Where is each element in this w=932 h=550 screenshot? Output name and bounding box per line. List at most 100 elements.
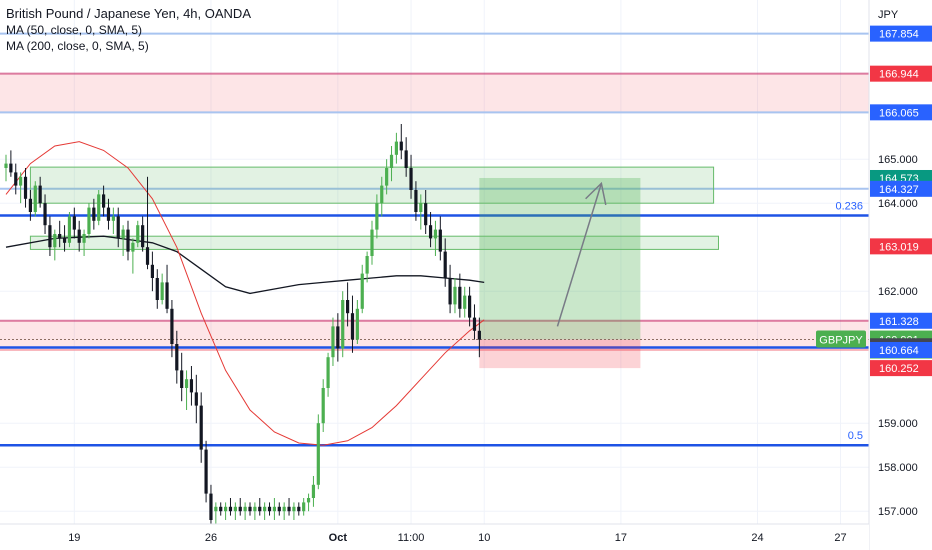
- candle-body: [233, 506, 237, 512]
- price-tag-label: 164.327: [879, 184, 919, 196]
- time-tick-label: 10: [478, 532, 490, 544]
- candle-body: [87, 207, 91, 234]
- candle-body: [443, 251, 447, 278]
- candle-body: [175, 344, 179, 371]
- price-tag: [870, 104, 932, 121]
- candle-body: [277, 506, 281, 512]
- candle-body: [214, 506, 218, 512]
- candle-body: [204, 449, 208, 494]
- candle-body: [189, 379, 194, 393]
- candle-body: [228, 506, 233, 512]
- price-tick-label: 158.000: [878, 462, 918, 474]
- time-tick-label: 27: [834, 532, 846, 544]
- candle-body: [248, 506, 252, 512]
- candle-body: [267, 506, 272, 512]
- candle-body: [399, 141, 403, 151]
- price-tick-label: 159.000: [878, 418, 918, 430]
- candle-body: [194, 392, 198, 406]
- candle-body: [316, 423, 320, 485]
- candle-body: [58, 234, 62, 239]
- candle-body: [33, 185, 37, 212]
- candle-body: [165, 282, 169, 309]
- price-tick-label: 165.000: [878, 154, 918, 166]
- price-tag: [870, 238, 932, 255]
- candle-body: [224, 506, 228, 512]
- currency-label: JPY: [878, 9, 899, 21]
- candle-body: [375, 203, 379, 230]
- ma200-legend[interactable]: MA (200, close, 0, SMA, 5): [6, 39, 149, 53]
- candle-body: [477, 330, 481, 340]
- candle-body: [121, 229, 125, 239]
- candle-body: [463, 295, 467, 309]
- candle-body: [82, 234, 86, 243]
- candle-body: [170, 308, 174, 344]
- candle-body: [365, 256, 369, 274]
- candle-body: [72, 216, 76, 230]
- candle-body: [102, 194, 106, 208]
- candle-body: [53, 234, 57, 248]
- candle-body: [302, 502, 306, 512]
- candle-body: [419, 203, 423, 212]
- time-tick-label: Oct: [329, 532, 348, 544]
- candle-body: [48, 225, 52, 248]
- fib-level-label: 0.5: [848, 430, 863, 442]
- projection-arrow: [556, 183, 603, 327]
- candle-body: [9, 163, 13, 173]
- stop-zone: [479, 339, 641, 369]
- candle-body: [263, 506, 267, 512]
- candle-body: [155, 278, 159, 300]
- candle-body: [453, 286, 457, 305]
- candle-body: [43, 203, 47, 226]
- candle-body: [160, 282, 164, 300]
- candle-body: [321, 388, 325, 424]
- time-tick-label: 11:00: [398, 532, 425, 544]
- resistance-zone: [0, 73, 869, 113]
- candle-body: [458, 286, 462, 309]
- candle-body: [77, 229, 81, 243]
- candle-body: [341, 300, 345, 349]
- candle-body: [346, 300, 350, 314]
- candle-body: [438, 229, 442, 252]
- support-zone: [29, 166, 715, 204]
- candle-body: [297, 506, 301, 512]
- candle-body: [336, 326, 340, 349]
- candle-body: [62, 238, 67, 243]
- price-tag: [870, 65, 932, 82]
- candle-body: [116, 216, 120, 239]
- candle-body: [409, 168, 413, 190]
- candle-body: [253, 506, 257, 512]
- candle-body: [468, 295, 472, 318]
- ma50-legend[interactable]: MA (50, close, 0, SMA, 5): [6, 23, 143, 37]
- candle-body: [38, 185, 42, 204]
- candle-body: [287, 506, 291, 512]
- candle-body: [238, 506, 242, 512]
- price-tag-label: 166.944: [879, 69, 919, 81]
- price-tag: [870, 180, 932, 197]
- price-tag-label: 161.328: [879, 316, 919, 328]
- candle-body: [111, 216, 115, 221]
- chart-legend: British Pound / Japanese Yen, 4h, OANDA …: [6, 6, 251, 54]
- candle-body: [380, 185, 384, 204]
- time-tick-label: 19: [68, 532, 80, 544]
- candle-body: [131, 242, 135, 252]
- candle-body: [209, 493, 213, 520]
- symbol-label: GBPJPY: [819, 335, 863, 347]
- price-tag-label: 166.065: [879, 107, 919, 119]
- candle-body: [331, 326, 335, 358]
- price-tick-label: 164.000: [878, 198, 918, 210]
- price-tag-label: 163.019: [879, 241, 919, 253]
- candle-body: [272, 506, 276, 512]
- candle-body: [282, 506, 286, 512]
- candle-body: [145, 247, 150, 265]
- candle-body: [355, 308, 359, 340]
- target-zone: [479, 177, 641, 340]
- candle-body: [180, 370, 184, 388]
- time-tick-label: 26: [205, 532, 217, 544]
- candle-body: [19, 176, 23, 186]
- time-tick-label: 17: [615, 532, 627, 544]
- fib-level-label: 0.236: [835, 201, 863, 213]
- price-tag-label: 160.664: [879, 345, 919, 357]
- candle-body: [106, 207, 111, 221]
